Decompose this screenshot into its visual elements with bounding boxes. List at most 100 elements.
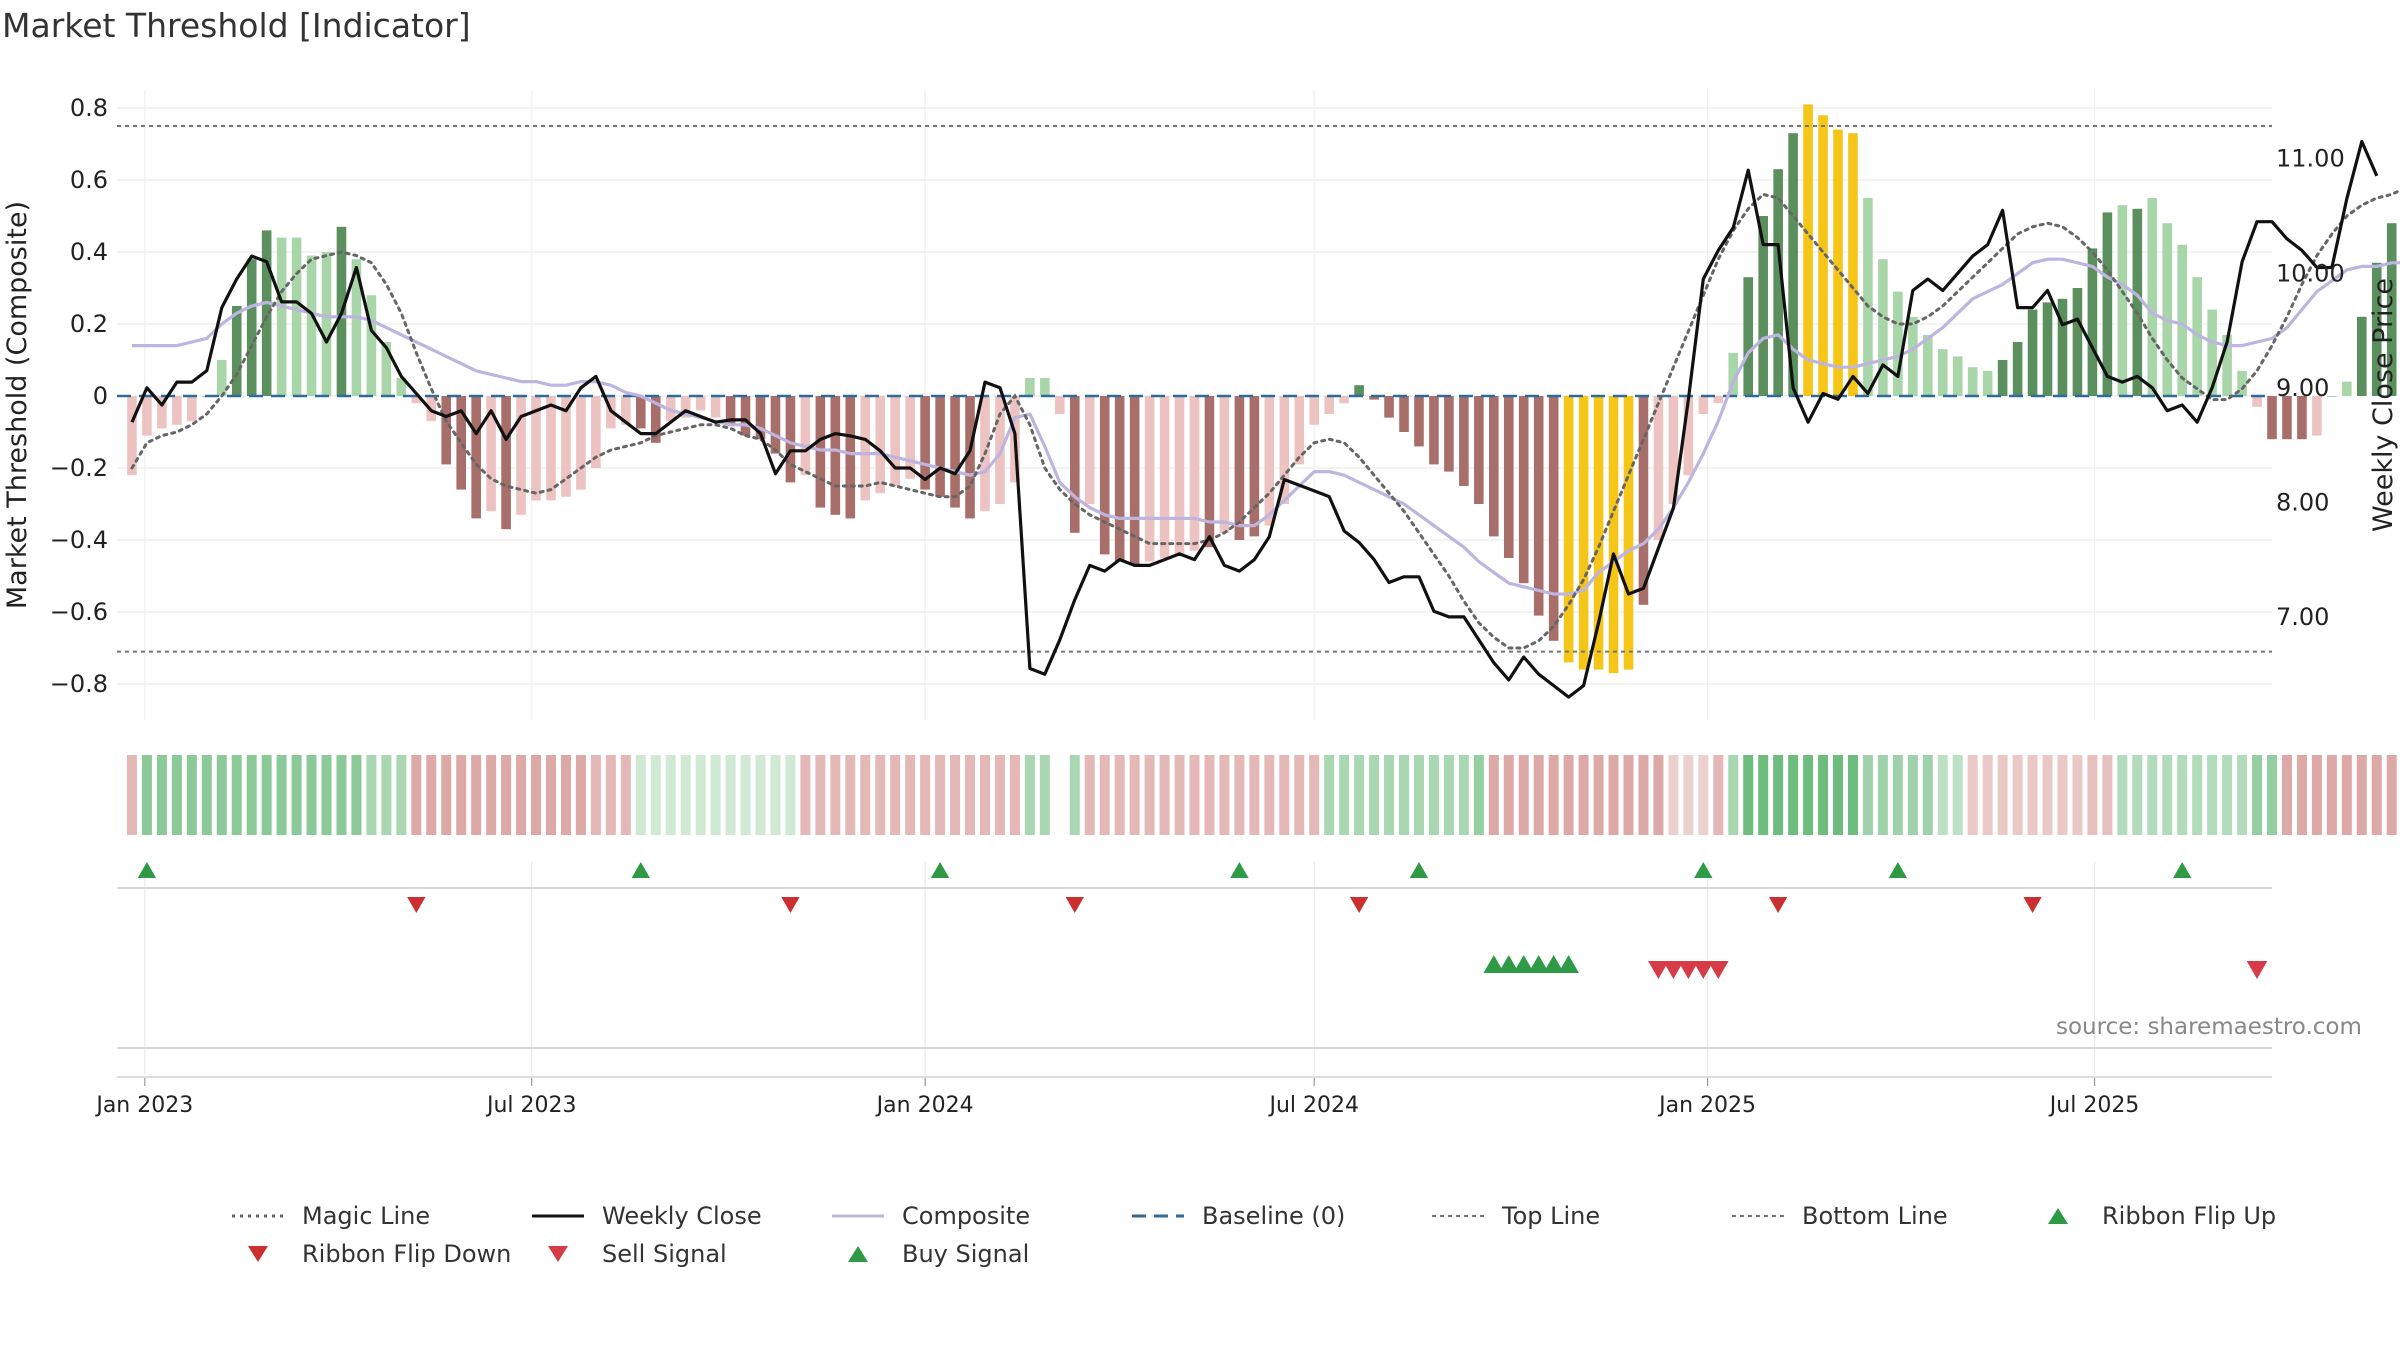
composite-bar bbox=[1922, 334, 1933, 396]
ribbon-cell bbox=[1773, 755, 1784, 835]
ribbon-cell bbox=[201, 755, 212, 835]
ribbon-cell bbox=[1009, 755, 1020, 835]
ribbon-cell bbox=[2237, 755, 2248, 835]
legend-item: Bottom Line bbox=[1730, 1202, 1948, 1230]
sell-signal-marker bbox=[1648, 961, 1669, 979]
ribbon-cell bbox=[366, 755, 377, 835]
ribbon-flip-down-marker bbox=[1768, 897, 1788, 913]
ribbon-cell bbox=[1743, 755, 1754, 835]
buy-signal-marker bbox=[1528, 955, 1550, 973]
composite-bar bbox=[935, 396, 945, 497]
composite-bar bbox=[1025, 378, 1035, 396]
ribbon-cell bbox=[1129, 755, 1140, 835]
composite-bar bbox=[2327, 396, 2337, 397]
composite-bar bbox=[2267, 396, 2277, 440]
composite-bar bbox=[905, 396, 915, 479]
ribbon-cell bbox=[396, 755, 407, 835]
buy-signal-marker bbox=[1483, 955, 1505, 973]
ribbon-cell bbox=[1473, 755, 1484, 835]
composite-bar bbox=[1414, 396, 1424, 447]
composite-bar bbox=[1952, 356, 1963, 396]
composite-bar bbox=[142, 396, 152, 436]
composite-bar bbox=[875, 396, 886, 494]
ribbon-cell bbox=[1788, 755, 1799, 835]
ribbon-cell bbox=[1877, 755, 1888, 835]
ribbon-cell bbox=[935, 755, 946, 835]
composite-bar bbox=[1339, 396, 1349, 404]
ribbon-cell bbox=[695, 755, 706, 835]
ribbon-flip-down-marker bbox=[407, 897, 426, 913]
composite-bar bbox=[2356, 316, 2367, 396]
composite-bar bbox=[1040, 378, 1050, 396]
y-tick-label: −0.8 bbox=[50, 670, 108, 698]
ribbon-cell bbox=[501, 755, 512, 835]
ribbon-cell bbox=[1818, 755, 1829, 835]
composite-bar bbox=[1803, 104, 1813, 397]
weekly-close-line bbox=[130, 139, 2379, 699]
composite-bar bbox=[650, 396, 661, 443]
ribbon-cell bbox=[1324, 755, 1335, 835]
x-tick-label: Jul 2024 bbox=[1267, 1093, 1359, 1118]
ribbon-cell bbox=[2207, 755, 2218, 835]
composite-bar bbox=[1728, 352, 1739, 396]
composite-bar bbox=[1174, 396, 1185, 555]
composite-bar bbox=[2192, 277, 2202, 396]
ribbon-cell bbox=[1159, 755, 1170, 835]
legend-label: Top Line bbox=[1502, 1202, 1601, 1230]
ribbon-cell bbox=[2087, 755, 2098, 835]
composite-bar bbox=[1758, 216, 1768, 396]
composite-bar bbox=[1683, 396, 1694, 476]
dashed-line-icon bbox=[1132, 1214, 1184, 1218]
ribbon-cell bbox=[815, 755, 826, 835]
ribbon-cell bbox=[486, 755, 497, 835]
ribbon-cell bbox=[979, 755, 990, 835]
composite-bar bbox=[576, 396, 586, 490]
ribbon-cell bbox=[740, 755, 751, 835]
ribbon-cell bbox=[1952, 755, 1963, 835]
composite-bar bbox=[860, 396, 871, 501]
composite-bar bbox=[471, 396, 481, 519]
composite-bar bbox=[2072, 288, 2083, 396]
ribbon-cell bbox=[2386, 755, 2397, 835]
composite-bar bbox=[1997, 360, 2008, 396]
legend-label: Composite bbox=[902, 1202, 1031, 1230]
composite-bar bbox=[1563, 396, 1574, 663]
ribbon-cell bbox=[920, 755, 931, 835]
composite-bar bbox=[2252, 396, 2262, 407]
y2-tick-label: 7.00 bbox=[2276, 603, 2329, 631]
composite-bar bbox=[1833, 129, 1843, 396]
composite-bar bbox=[2297, 396, 2307, 440]
composite-bar bbox=[1279, 396, 1290, 504]
ribbon-cell bbox=[1907, 755, 1918, 835]
composite-bar bbox=[1324, 396, 1334, 414]
ribbon-cell bbox=[1503, 755, 1514, 835]
composite-bar bbox=[1878, 259, 1888, 396]
composite-bar bbox=[2177, 244, 2188, 396]
composite-bar bbox=[1638, 396, 1649, 605]
y-tick-label: 0.4 bbox=[70, 238, 108, 266]
composite-bar bbox=[621, 396, 631, 425]
ribbon-cell bbox=[1593, 755, 1604, 835]
y2-tick-label: 9.00 bbox=[2276, 374, 2329, 402]
composite-bar bbox=[2386, 223, 2397, 396]
composite-bar bbox=[157, 396, 167, 429]
y2-tick-label: 11.00 bbox=[2276, 145, 2345, 173]
composite-bar bbox=[965, 396, 975, 519]
ribbon-cell bbox=[605, 755, 616, 835]
ribbon-cell bbox=[441, 755, 452, 835]
ribbon-cell bbox=[1862, 755, 1873, 835]
ribbon-cell bbox=[1563, 755, 1574, 835]
ribbon-cell bbox=[306, 755, 317, 835]
ribbon-cell bbox=[411, 755, 422, 835]
ribbon-cell bbox=[1758, 755, 1769, 835]
composite-bar bbox=[1578, 396, 1589, 670]
legend-label: Buy Signal bbox=[902, 1240, 1030, 1268]
ribbon-cell bbox=[590, 755, 601, 835]
composite-line bbox=[132, 257, 2400, 596]
ribbon-cell bbox=[246, 755, 257, 835]
composite-bar bbox=[665, 396, 676, 422]
composite-bar bbox=[1848, 133, 1858, 396]
ribbon-cell bbox=[261, 755, 272, 835]
composite-bar bbox=[1743, 277, 1754, 396]
ribbon-cell bbox=[1488, 755, 1499, 835]
